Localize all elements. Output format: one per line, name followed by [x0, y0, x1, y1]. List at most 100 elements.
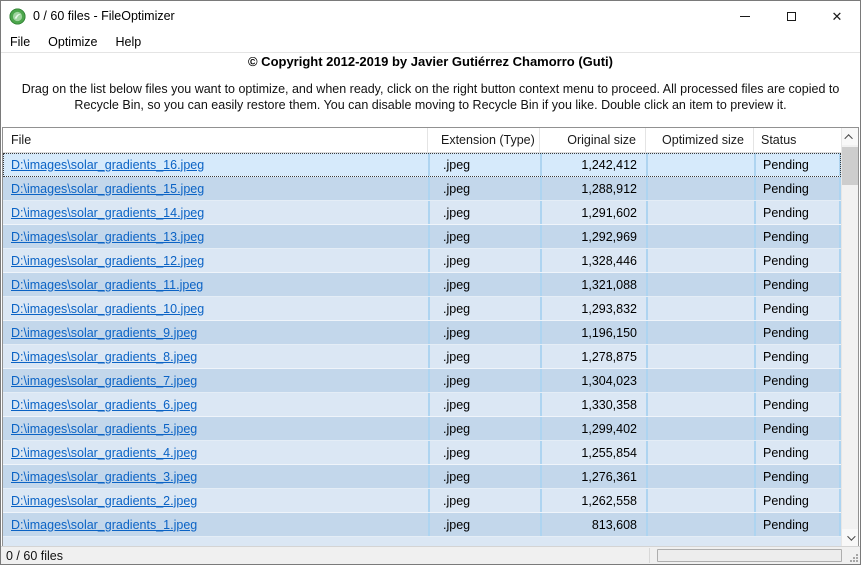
- optimized-size-cell: [646, 417, 754, 440]
- table-row[interactable]: D:\images\solar_gradients_9.jpeg .jpeg 1…: [3, 321, 841, 345]
- original-size-cell: 1,304,023: [540, 369, 646, 392]
- optimized-size-cell: [646, 297, 754, 320]
- table-row[interactable]: D:\images\solar_gradients_15.jpeg .jpeg …: [3, 177, 841, 201]
- file-link[interactable]: D:\images\solar_gradients_9.jpeg: [11, 325, 198, 340]
- file-link[interactable]: D:\images\solar_gradients_15.jpeg: [11, 181, 205, 196]
- table-row[interactable]: D:\images\solar_gradients_7.jpeg .jpeg 1…: [3, 369, 841, 393]
- table-row[interactable]: D:\images\solar_gradients_10.jpeg .jpeg …: [3, 297, 841, 321]
- file-link[interactable]: D:\images\solar_gradients_1.jpeg: [11, 517, 198, 532]
- status-cell: Pending: [754, 393, 841, 416]
- extension-cell: .jpeg: [428, 225, 540, 248]
- table-row[interactable]: D:\images\solar_gradients_12.jpeg .jpeg …: [3, 249, 841, 273]
- instructions-text: Drag on the list below files you want to…: [21, 82, 840, 112]
- extension-cell: .jpeg: [428, 297, 540, 320]
- table-row[interactable]: D:\images\solar_gradients_4.jpeg .jpeg 1…: [3, 441, 841, 465]
- table-row[interactable]: D:\images\solar_gradients_6.jpeg .jpeg 1…: [3, 393, 841, 417]
- table-row[interactable]: D:\images\solar_gradients_3.jpeg .jpeg 1…: [3, 465, 841, 489]
- column-header-status[interactable]: Status: [761, 133, 797, 147]
- maximize-button[interactable]: [768, 1, 814, 31]
- file-link[interactable]: D:\images\solar_gradients_11.jpeg: [11, 277, 204, 292]
- optimized-size-cell: [646, 393, 754, 416]
- table-row[interactable]: D:\images\solar_gradients_1.jpeg .jpeg 8…: [3, 513, 841, 537]
- minimize-icon: [740, 15, 750, 17]
- file-link[interactable]: D:\images\solar_gradients_4.jpeg: [11, 445, 198, 460]
- status-cell: Pending: [754, 225, 841, 248]
- status-cell: Pending: [754, 441, 841, 464]
- optimized-size-cell: [646, 345, 754, 368]
- table-row[interactable]: D:\images\solar_gradients_14.jpeg .jpeg …: [3, 201, 841, 225]
- vertical-scrollbar[interactable]: [841, 128, 858, 546]
- original-size-cell: 1,299,402: [540, 417, 646, 440]
- scroll-up-button[interactable]: [842, 128, 858, 145]
- original-size-cell: 1,278,875: [540, 345, 646, 368]
- optimized-size-cell: [646, 369, 754, 392]
- extension-cell: .jpeg: [428, 273, 540, 296]
- original-size-cell: 1,288,912: [540, 177, 646, 200]
- optimized-size-cell: [646, 513, 754, 536]
- menu-optimize[interactable]: Optimize: [48, 34, 98, 49]
- original-size-cell: 1,291,602: [540, 201, 646, 224]
- status-cell: Pending: [754, 345, 841, 368]
- table-row[interactable]: D:\images\solar_gradients_8.jpeg .jpeg 1…: [3, 345, 841, 369]
- maximize-icon: [786, 11, 796, 21]
- extension-cell: .jpeg: [428, 441, 540, 464]
- status-cell: Pending: [754, 513, 841, 536]
- status-cell: Pending: [754, 177, 841, 200]
- original-size-cell: 813,608: [540, 513, 646, 536]
- file-link[interactable]: D:\images\solar_gradients_8.jpeg: [11, 349, 198, 364]
- file-link[interactable]: D:\images\solar_gradients_5.jpeg: [11, 421, 198, 436]
- column-header-extension[interactable]: Extension (Type): [428, 128, 540, 152]
- original-size-cell: 1,196,150: [540, 321, 646, 344]
- original-size-cell: 1,262,558: [540, 489, 646, 512]
- file-link[interactable]: D:\images\solar_gradients_12.jpeg: [11, 253, 205, 268]
- optimized-size-cell: [646, 441, 754, 464]
- menu-file[interactable]: File: [10, 34, 31, 49]
- table-row[interactable]: D:\images\solar_gradients_2.jpeg .jpeg 1…: [3, 489, 841, 513]
- chevron-down-icon: [847, 531, 856, 541]
- status-cell: Pending: [754, 417, 841, 440]
- status-cell: Pending: [754, 201, 841, 224]
- resize-grip-icon[interactable]: [848, 552, 858, 562]
- extension-cell: .jpeg: [428, 417, 540, 440]
- optimized-size-cell: [646, 201, 754, 224]
- extension-cell: .jpeg: [428, 345, 540, 368]
- table-row[interactable]: D:\images\solar_gradients_5.jpeg .jpeg 1…: [3, 417, 841, 441]
- window-title: 0 / 60 files - FileOptimizer: [33, 9, 175, 23]
- menu-bar: File Optimize Help: [1, 31, 860, 53]
- optimized-size-cell: [646, 249, 754, 272]
- table-row[interactable]: D:\images\solar_gradients_13.jpeg .jpeg …: [3, 225, 841, 249]
- file-link[interactable]: D:\images\solar_gradients_6.jpeg: [11, 397, 198, 412]
- file-link[interactable]: D:\images\solar_gradients_16.jpeg: [11, 157, 205, 172]
- column-header-optimized-size[interactable]: Optimized size: [646, 128, 754, 152]
- scrollbar-thumb[interactable]: [842, 147, 858, 185]
- status-cell: Pending: [754, 273, 841, 296]
- progress-bar: [657, 549, 842, 562]
- optimized-size-cell: [646, 177, 754, 200]
- menu-help[interactable]: Help: [115, 34, 142, 49]
- scroll-down-button[interactable]: [842, 529, 858, 546]
- status-cell: Pending: [754, 465, 841, 488]
- original-size-cell: 1,293,832: [540, 297, 646, 320]
- original-size-cell: 1,321,088: [540, 273, 646, 296]
- table-row[interactable]: D:\images\solar_gradients_16.jpeg .jpeg …: [3, 153, 841, 177]
- original-size-cell: 1,292,969: [540, 225, 646, 248]
- file-link[interactable]: D:\images\solar_gradients_2.jpeg: [11, 493, 198, 508]
- column-header-file[interactable]: File: [3, 128, 428, 152]
- file-link[interactable]: D:\images\solar_gradients_13.jpeg: [11, 229, 205, 244]
- table-row[interactable]: D:\images\solar_gradients_11.jpeg .jpeg …: [3, 273, 841, 297]
- file-link[interactable]: D:\images\solar_gradients_14.jpeg: [11, 205, 205, 220]
- file-link[interactable]: D:\images\solar_gradients_7.jpeg: [11, 373, 198, 388]
- minimize-button[interactable]: [722, 1, 768, 31]
- column-header-original-size[interactable]: Original size: [540, 128, 646, 152]
- original-size-cell: 1,330,358: [540, 393, 646, 416]
- file-link[interactable]: D:\images\solar_gradients_10.jpeg: [11, 301, 205, 316]
- status-bar: 0 / 60 files: [1, 546, 860, 564]
- close-button[interactable]: ✕: [814, 1, 860, 31]
- status-cell: Pending: [754, 489, 841, 512]
- file-link[interactable]: D:\images\solar_gradients_3.jpeg: [11, 469, 198, 484]
- close-icon: ✕: [831, 8, 843, 24]
- title-bar: 0 / 60 files - FileOptimizer ✕: [1, 1, 860, 31]
- chevron-up-icon: [844, 133, 853, 143]
- extension-cell: .jpeg: [428, 177, 540, 200]
